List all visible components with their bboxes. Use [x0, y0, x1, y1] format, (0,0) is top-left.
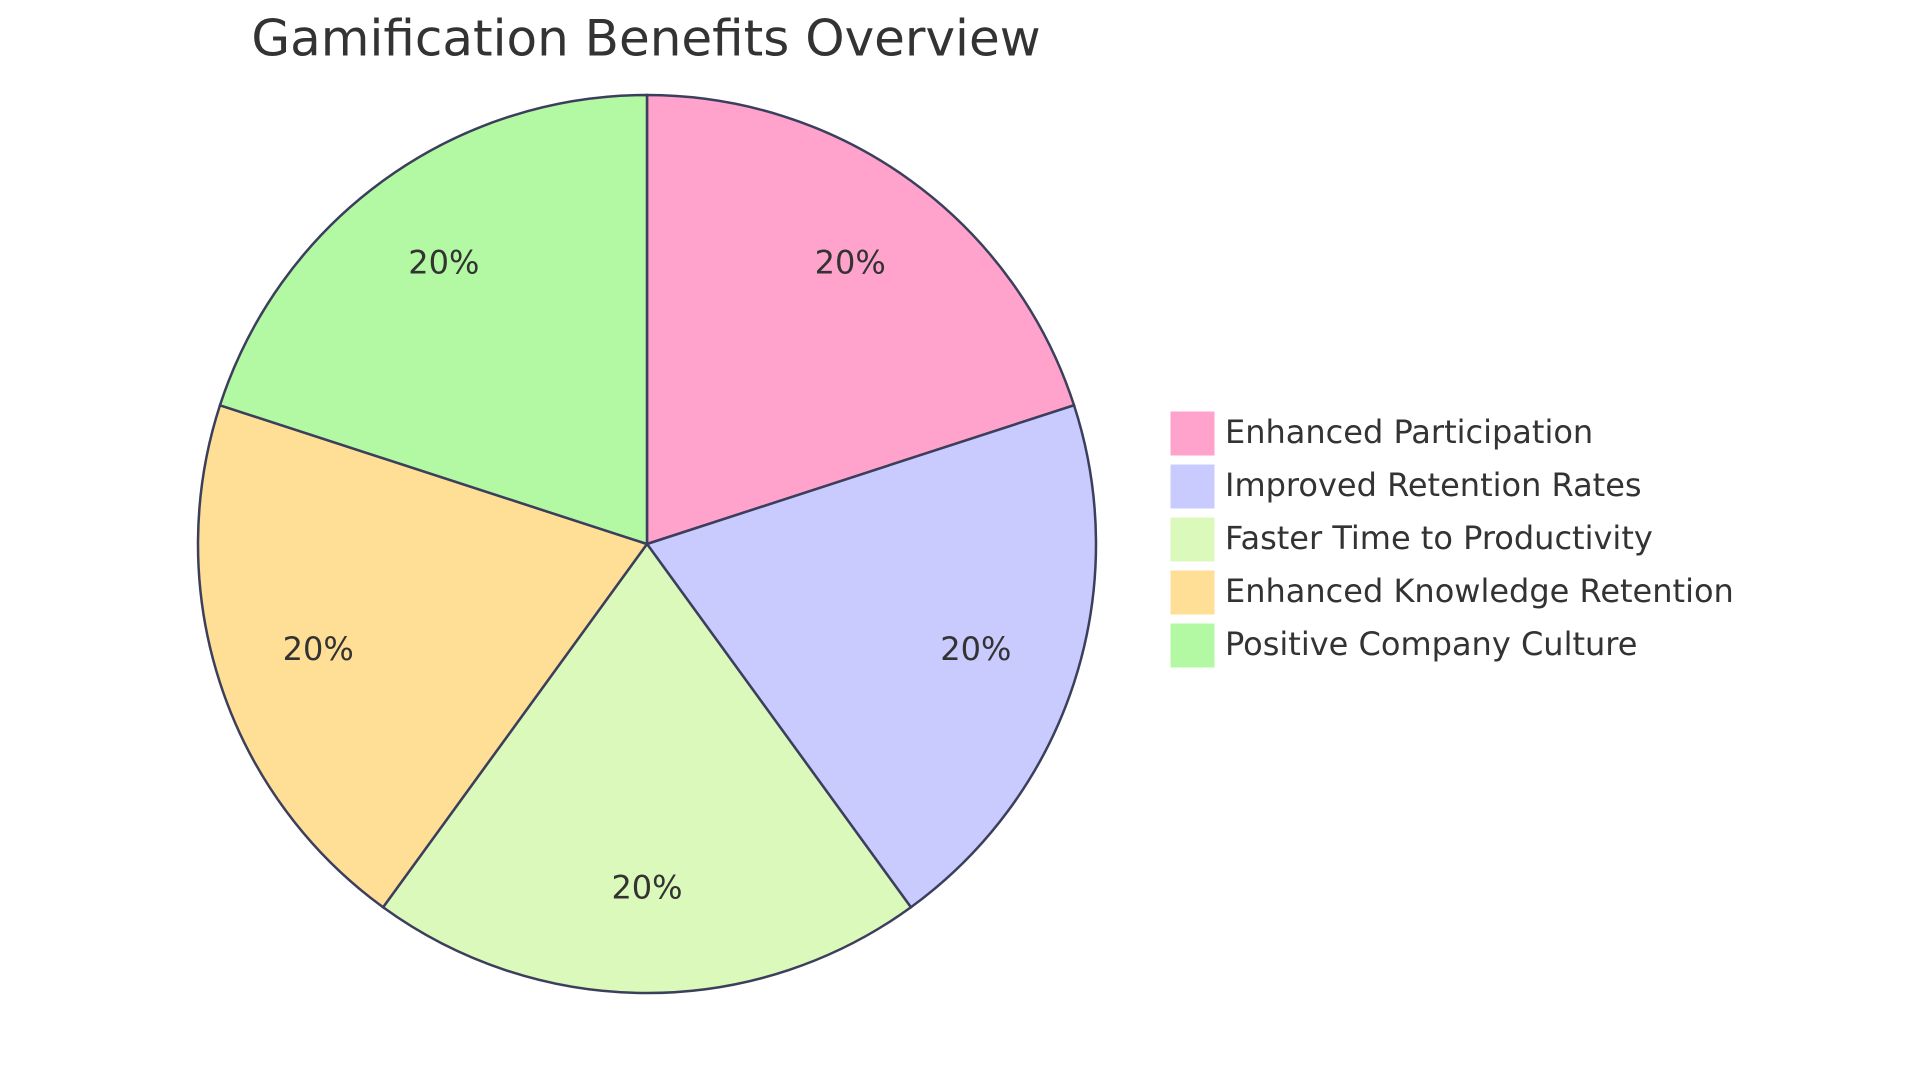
chart-title: Gamification Benefits Overview — [251, 10, 1040, 68]
pie-slice — [381, 541, 913, 995]
pie-slice — [196, 403, 650, 909]
legend-label: Enhanced Participation — [1225, 413, 1593, 451]
legend-label: Enhanced Knowledge Retention — [1225, 572, 1734, 610]
legend-swatch — [1169, 410, 1216, 457]
pie-slice — [644, 403, 1098, 909]
pie-slice — [218, 93, 649, 546]
legend-swatch — [1169, 516, 1216, 563]
slice-label: 20% — [815, 243, 886, 281]
legend-label: Positive Company Culture — [1225, 625, 1637, 663]
slice-label: 20% — [940, 630, 1011, 668]
legend-label: Improved Retention Rates — [1225, 466, 1642, 504]
legend-swatch — [1169, 569, 1216, 616]
legend-swatch — [1169, 463, 1216, 510]
legend-swatch — [1169, 622, 1216, 669]
slice-label: 20% — [283, 630, 354, 668]
pie-slice — [645, 93, 1076, 546]
slice-label: 20% — [408, 243, 479, 281]
legend-label: Faster Time to Productivity — [1225, 519, 1653, 557]
slice-label: 20% — [611, 869, 682, 907]
